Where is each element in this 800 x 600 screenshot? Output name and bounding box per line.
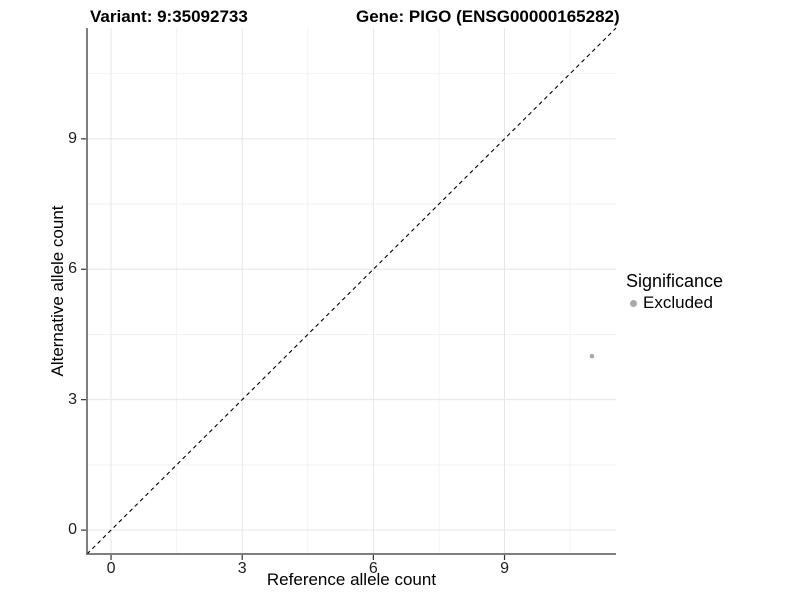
x-tick-label: 3 bbox=[237, 560, 247, 577]
x-tick-label: 0 bbox=[106, 560, 116, 577]
y-tick-label: 9 bbox=[68, 129, 77, 147]
legend-item-excluded: Excluded bbox=[626, 293, 723, 313]
x-axis-title: Reference allele count bbox=[266, 570, 437, 589]
data-point bbox=[589, 353, 595, 359]
legend-point-icon bbox=[630, 299, 637, 307]
legend: Significance Excluded bbox=[626, 271, 723, 313]
x-tick-label: 9 bbox=[500, 560, 509, 577]
plot-title-variant: Variant: 9:35092733 bbox=[90, 7, 248, 26]
y-tick-label: 6 bbox=[68, 260, 77, 278]
legend-title: Significance bbox=[626, 271, 724, 291]
identity-reference-line bbox=[86, 27, 617, 555]
x-tick-label: 6 bbox=[368, 560, 378, 577]
legend-item-label: Excluded bbox=[643, 293, 713, 312]
plot-title-gene: Gene: PIGO (ENSG00000165282) bbox=[356, 7, 620, 26]
y-tick-label: 3 bbox=[68, 390, 77, 408]
y-tick-label: 0 bbox=[68, 521, 77, 539]
